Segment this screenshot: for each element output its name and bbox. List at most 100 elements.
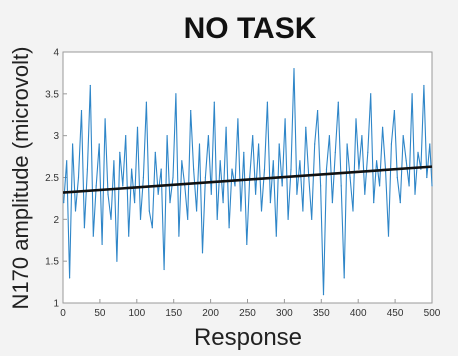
data-point (426, 176, 428, 179)
data-point (255, 193, 257, 195)
x-tick-label: 250 (239, 308, 256, 319)
y-axis-label: N170 amplitude (microvolt) (8, 47, 33, 310)
data-point (63, 202, 65, 204)
data-point (225, 126, 227, 128)
data-point (405, 160, 407, 162)
x-tick-label: 300 (276, 308, 293, 319)
data-point (411, 93, 413, 95)
data-point (390, 143, 392, 145)
data-point (396, 176, 398, 179)
data-point (293, 68, 295, 70)
x-tick-label: 50 (94, 308, 106, 319)
data-point (134, 202, 136, 204)
x-axis-ticks: 0 50 100 150 200 250 300 350 400 450 500 (60, 299, 441, 319)
x-tick-label: 0 (60, 308, 66, 319)
data-point (213, 101, 215, 103)
data-point (361, 135, 363, 137)
data-point (163, 268, 165, 271)
data-point (393, 110, 395, 112)
x-tick-label: 100 (128, 308, 145, 319)
x-tick-label: 350 (313, 308, 330, 319)
data-point (420, 168, 422, 170)
data-point (431, 185, 433, 187)
data-point (139, 218, 142, 220)
data-point (302, 210, 304, 212)
data-point (355, 118, 357, 120)
data-point (269, 202, 271, 204)
data-point (331, 202, 333, 204)
data-point (77, 176, 80, 179)
data-point (358, 168, 360, 170)
data-point (266, 101, 268, 103)
data-point (334, 151, 336, 153)
data-point (154, 151, 156, 153)
data-point (107, 193, 109, 195)
data-point (325, 168, 328, 170)
data-point (72, 143, 74, 145)
data-point (74, 210, 77, 212)
y-tick-label: 3.5 (45, 89, 59, 100)
data-point (125, 135, 127, 137)
data-point (166, 135, 168, 137)
data-point (83, 227, 85, 229)
data-point (340, 185, 342, 187)
x-tick-label: 200 (202, 308, 219, 319)
data-point (296, 193, 298, 195)
y-tick-label: 1 (53, 299, 59, 310)
data-point (246, 243, 248, 245)
data-point (414, 193, 416, 195)
data-point (69, 277, 71, 279)
data-point (104, 118, 106, 120)
data-point (364, 193, 366, 195)
y-tick-label: 2.5 (45, 173, 59, 184)
data-point (308, 176, 310, 179)
data-point (402, 135, 404, 137)
data-point (337, 101, 339, 103)
y-tick-label: 2 (53, 215, 59, 226)
data-point (281, 185, 283, 187)
data-point (234, 185, 236, 187)
data-point (263, 168, 266, 170)
data-point (231, 168, 233, 170)
data-point (110, 218, 112, 220)
data-point (204, 176, 206, 179)
data-point (66, 160, 68, 162)
data-point (160, 168, 162, 170)
trend-line (62, 165, 433, 194)
data-point (387, 235, 390, 237)
data-point (86, 168, 88, 170)
data-point (207, 135, 209, 137)
data-point (175, 93, 177, 95)
data-point (181, 160, 183, 162)
data-point (252, 135, 254, 137)
data-point (151, 227, 153, 229)
data-point (119, 151, 121, 153)
data-point (80, 110, 83, 112)
data-point (299, 160, 301, 162)
data-point (237, 118, 239, 120)
data-point (136, 126, 139, 128)
x-axis-label: Response (194, 324, 302, 351)
plot-area (62, 51, 433, 304)
data-point (429, 143, 431, 145)
data-point (169, 202, 171, 204)
data-point (216, 218, 218, 220)
data-point (210, 193, 212, 195)
data-point (92, 235, 94, 237)
data-point (423, 84, 425, 87)
data-point (193, 168, 195, 170)
data-point (198, 143, 201, 145)
data-point (370, 93, 372, 95)
data-point (122, 185, 124, 187)
data-point (417, 151, 419, 153)
data-point (196, 210, 198, 212)
data-point (260, 210, 263, 212)
data-point (178, 235, 180, 237)
data-point (284, 118, 286, 120)
data-point (243, 151, 245, 153)
data-point (287, 218, 289, 220)
data-point (367, 151, 369, 153)
data-point (328, 135, 330, 137)
data-point (184, 185, 186, 187)
